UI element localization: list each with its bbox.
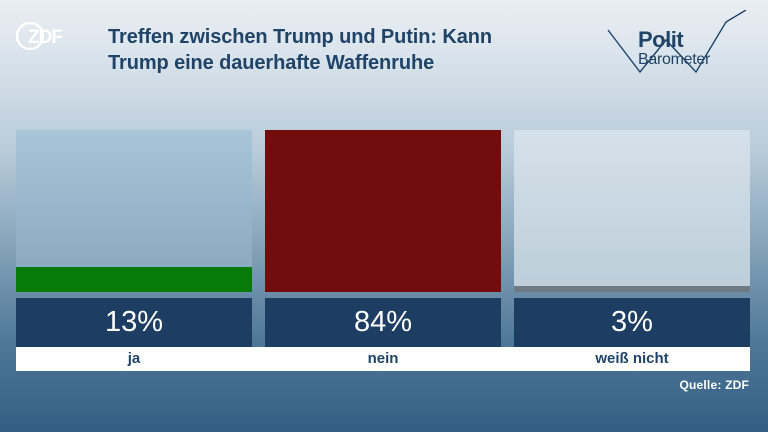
category-label: ja xyxy=(127,350,141,367)
zdf-logo-icon: ZDF xyxy=(15,21,63,51)
zdf-logo: ZDF xyxy=(15,21,78,51)
data-label: 3% xyxy=(514,298,750,347)
category-label: weiß nicht xyxy=(595,350,669,367)
zigzag-line-icon xyxy=(607,10,747,74)
svg-text:ZDF: ZDF xyxy=(28,27,62,48)
bar-panel xyxy=(514,130,750,292)
brand-word-polit: Polit xyxy=(638,27,684,52)
source-note: Quelle: ZDF xyxy=(679,378,749,392)
bar-panel xyxy=(265,130,501,292)
chart-title: Treffen zwischen Trump und Putin: Kann T… xyxy=(108,24,578,76)
bar xyxy=(16,267,252,292)
bar-panel xyxy=(16,130,252,292)
data-label: 13% xyxy=(16,298,252,347)
category-label-strip xyxy=(16,347,750,371)
bar xyxy=(514,286,750,292)
bar xyxy=(265,130,501,292)
brand-word-barometer: Barometer xyxy=(638,51,710,68)
category-label: nein xyxy=(367,350,399,367)
title-line-1: Treffen zwischen Trump und Putin: Kann xyxy=(108,26,492,48)
politbarometer-logo: Polit Barometer xyxy=(604,10,756,82)
title-line-2: Trump eine dauerhafte Waffenruhe xyxy=(108,52,435,74)
data-label: 84% xyxy=(265,298,501,347)
